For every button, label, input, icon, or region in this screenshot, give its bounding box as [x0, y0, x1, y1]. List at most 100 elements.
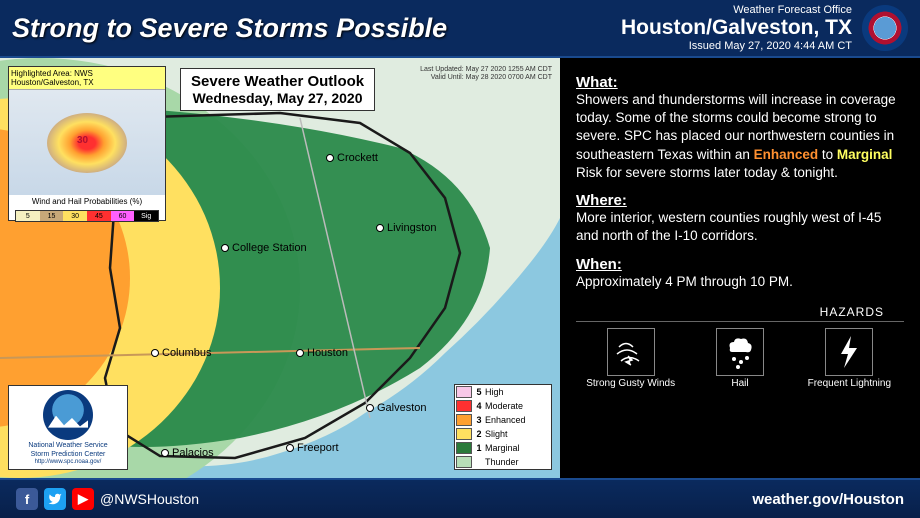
legend-swatch — [456, 400, 472, 412]
inset-stop: 45 — [87, 211, 111, 221]
noaa-line2: Storm Prediction Center — [13, 451, 123, 459]
city-label: Columbus — [162, 347, 212, 359]
city-label: Crockett — [337, 152, 378, 164]
legend-swatch — [456, 428, 472, 440]
legend-row: 5High — [455, 385, 551, 399]
legend-row: 2Slight — [455, 427, 551, 441]
legend-label: Moderate — [485, 401, 523, 411]
outlook-title: Severe Weather Outlook — [191, 73, 364, 90]
inset-stop: 15 — [40, 211, 64, 221]
city-marker — [367, 405, 374, 412]
what-text-c: Risk for severe storms later today & ton… — [576, 165, 838, 180]
city-label: Galveston — [377, 402, 427, 414]
noaa-url: http://www.spc.noaa.gov/ — [13, 459, 123, 465]
hail-icon — [716, 328, 764, 376]
city-label: Palacios — [172, 447, 214, 459]
legend-label: Enhanced — [485, 415, 526, 425]
city-marker — [297, 350, 304, 357]
what-text-b: to — [818, 147, 837, 162]
legend-label: Marginal — [485, 443, 520, 453]
legend-number: 4 — [473, 401, 485, 411]
footer-bar: f ▶ @NWSHouston weather.gov/Houston — [0, 478, 920, 518]
hazard-label: Hail — [690, 378, 790, 389]
legend-number: 5 — [473, 387, 485, 397]
when-body: Approximately 4 PM through 10 PM. — [576, 273, 904, 291]
location-text: Houston/Galveston, TX — [621, 16, 852, 40]
hazard-wind: Strong Gusty Winds — [581, 328, 681, 389]
inset-stop: 60 — [111, 211, 135, 221]
map-panel: Crockett Livingston College Station Columbu… — [0, 58, 560, 478]
inset-probability-map: Highlighted Area: NWS Houston/Galveston,… — [8, 66, 166, 221]
legend-swatch — [456, 386, 472, 398]
city-marker — [287, 445, 294, 452]
last-updated: Last Updated: May 27 2020 1255 AM CDT — [420, 66, 552, 74]
hazards-row: Strong Gusty Winds Hail Frequent Lightning — [576, 321, 904, 389]
wind-icon — [607, 328, 655, 376]
weather-graphic: Strong to Severe Storms Possible Weather… — [0, 0, 920, 518]
inset-stop: Sig — [134, 211, 158, 221]
what-body: Showers and thunderstorms will increase … — [576, 91, 904, 182]
legend-row: 4Moderate — [455, 399, 551, 413]
legend-number: 1 — [473, 443, 485, 453]
city-marker — [152, 350, 159, 357]
enhanced-word: Enhanced — [754, 147, 819, 162]
legend-swatch — [456, 414, 472, 426]
when-heading: When: — [576, 256, 904, 273]
outlook-title-box: Severe Weather Outlook Wednesday, May 27… — [180, 68, 375, 111]
lightning-icon — [825, 328, 873, 376]
inset-risk-blob — [47, 113, 127, 173]
footer-url[interactable]: weather.gov/Houston — [752, 491, 904, 508]
city-label: College Station — [232, 242, 307, 254]
facebook-icon[interactable]: f — [16, 488, 38, 510]
legend-row: Thunder — [455, 455, 551, 469]
marginal-word: Marginal — [837, 147, 893, 162]
city-marker — [222, 245, 229, 252]
main-content: Crockett Livingston College Station Columbu… — [0, 58, 920, 478]
hazard-label: Strong Gusty Winds — [581, 378, 681, 389]
twitter-icon[interactable] — [44, 488, 66, 510]
social-links: f ▶ @NWSHouston — [16, 488, 199, 510]
valid-until: Valid Until: May 28 2020 0700 AM CDT — [420, 74, 552, 82]
legend-label: Thunder — [485, 457, 519, 467]
legend-swatch — [456, 442, 472, 454]
inset-legend-label: Wind and Hail Probabilities (%) — [9, 195, 165, 208]
header-bar: Strong to Severe Storms Possible Weather… — [0, 0, 920, 58]
risk-legend: 5High4Moderate3Enhanced2Slight1MarginalT… — [454, 384, 552, 470]
legend-number: 2 — [473, 429, 485, 439]
nws-logo-icon — [862, 5, 908, 51]
city-marker — [327, 155, 334, 162]
where-heading: Where: — [576, 192, 904, 209]
hazards-label: HAZARDS — [576, 305, 884, 319]
youtube-icon[interactable]: ▶ — [72, 488, 94, 510]
hazard-label: Frequent Lightning — [799, 378, 899, 389]
issued-text: Issued May 27, 2020 4:44 AM CT — [689, 40, 852, 52]
outlook-date: Wednesday, May 27, 2020 — [191, 90, 364, 106]
inset-stop: 30 — [63, 211, 87, 221]
legend-row: 3Enhanced — [455, 413, 551, 427]
city-label: Houston — [307, 347, 348, 359]
social-handle[interactable]: @NWSHouston — [100, 491, 199, 507]
city-label: Livingston — [387, 222, 437, 234]
where-body: More interior, western counties roughly … — [576, 209, 904, 245]
office-label: Weather Forecast Office — [733, 4, 852, 16]
city-marker — [377, 225, 384, 232]
noaa-logo-icon — [43, 390, 93, 440]
what-heading: What: — [576, 74, 904, 91]
text-panel: What: Showers and thunderstorms will inc… — [560, 58, 920, 478]
inset-color-bar: 515304560Sig — [15, 210, 159, 222]
headline-text: Strong to Severe Storms Possible — [12, 13, 447, 44]
hazard-hail: Hail — [690, 328, 790, 389]
city-marker — [162, 450, 169, 457]
legend-swatch — [456, 456, 472, 468]
legend-number: 3 — [473, 415, 485, 425]
inset-title: Highlighted Area: NWS Houston/Galveston,… — [9, 67, 165, 90]
noaa-attribution-box: National Weather Service Storm Predictio… — [8, 385, 128, 470]
city-label: Freeport — [297, 442, 339, 454]
legend-label: Slight — [485, 429, 508, 439]
legend-label: High — [485, 387, 504, 397]
hazard-lightning: Frequent Lightning — [799, 328, 899, 389]
legend-row: 1Marginal — [455, 441, 551, 455]
noaa-line1: National Weather Service — [13, 442, 123, 450]
timestamp-box: Last Updated: May 27 2020 1255 AM CDT Va… — [420, 66, 552, 83]
inset-stop: 5 — [16, 211, 40, 221]
